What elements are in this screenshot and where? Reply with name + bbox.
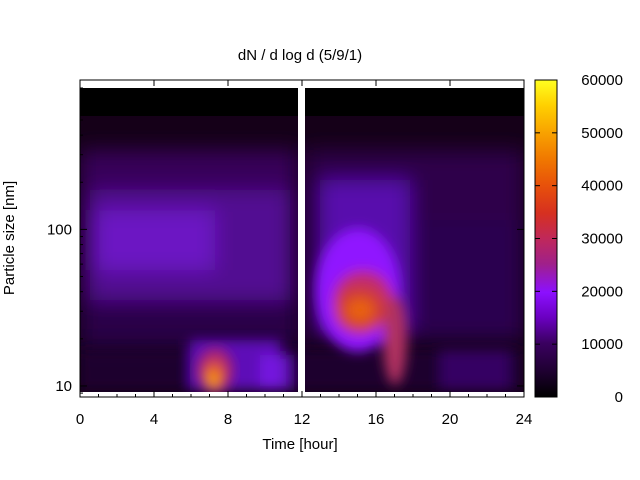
y-tick-label: 100 bbox=[47, 221, 72, 238]
accumulation-mode-left bbox=[80, 150, 298, 350]
colorbar-tick-label: 60000 bbox=[581, 72, 623, 89]
x-axis: 0 4 8 12 16 20 24 bbox=[76, 80, 533, 428]
colorbar-tick-label: 20000 bbox=[581, 283, 623, 300]
afternoon-event bbox=[316, 228, 407, 385]
y-tick-label: 10 bbox=[55, 378, 72, 395]
x-tick-label: 0 bbox=[76, 411, 84, 428]
x-tick-label: 12 bbox=[294, 411, 311, 428]
colorbar-tick-label: 10000 bbox=[581, 336, 623, 353]
morning-burst bbox=[197, 348, 233, 392]
x-tick-label: 8 bbox=[224, 411, 232, 428]
x-tick-label: 20 bbox=[442, 411, 459, 428]
x-axis-label: Time [hour] bbox=[262, 436, 337, 453]
chart-title: dN / d log d (5/9/1) bbox=[238, 47, 362, 64]
y-axis: 10 100 bbox=[47, 79, 524, 395]
heatmap-area bbox=[80, 80, 524, 397]
x-tick-label: 16 bbox=[368, 411, 385, 428]
colorbar-tick-label: 30000 bbox=[581, 231, 623, 248]
colorbar-tick-label: 50000 bbox=[581, 125, 623, 142]
colorbar-tick-label: 40000 bbox=[581, 178, 623, 195]
colorbar-axis: 0 10000 20000 30000 40000 50000 60000 bbox=[535, 72, 623, 406]
x-tick-label: 4 bbox=[150, 411, 158, 428]
y-axis-label: Particle size [nm] bbox=[1, 181, 18, 295]
data-gap bbox=[298, 80, 305, 397]
colorbar-tick-label: 0 bbox=[615, 389, 623, 406]
x-tick-label: 24 bbox=[516, 411, 533, 428]
